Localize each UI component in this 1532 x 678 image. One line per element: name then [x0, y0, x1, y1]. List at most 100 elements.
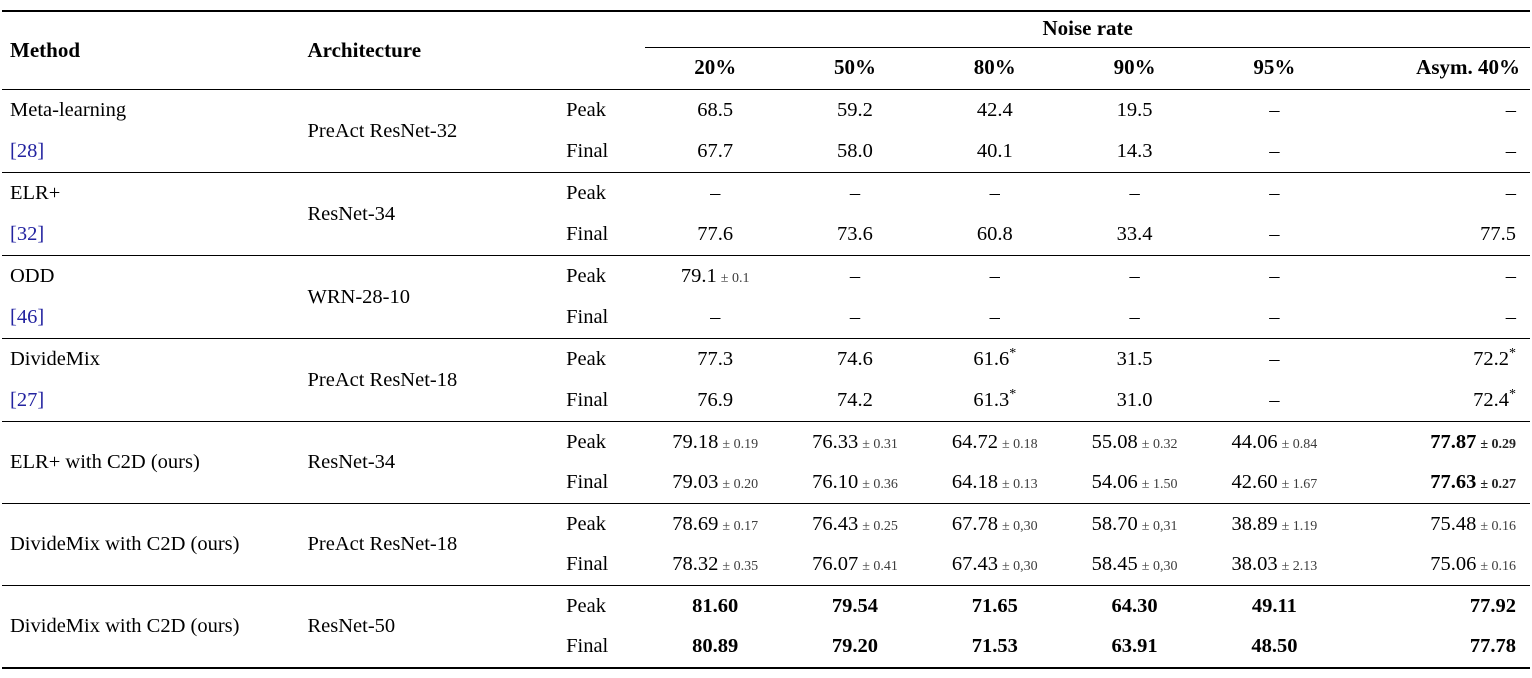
result-value: – [1505, 265, 1516, 287]
plus-minus-std: ± 0.19 [722, 436, 759, 452]
plus-minus-std: ± 0,30 [1002, 559, 1038, 575]
method-group: DivideMix with C2D (ours) PreAct ResNet-1… [2, 503, 1530, 586]
result-cell: 48.50 [1204, 627, 1344, 668]
result-cell: 81.60 [645, 586, 785, 627]
result-cell: – [785, 256, 925, 298]
col-header-noise-20-: 20% [694, 55, 737, 79]
architecture-cell: ResNet-34 [307, 202, 396, 225]
result-cell: 79.18 ± 0.19 [645, 422, 785, 463]
result-value: 68.5 [697, 99, 734, 121]
result-value: 74.2 [837, 389, 873, 411]
result-cell: 38.89 ± 1.19 [1204, 504, 1344, 545]
result-cell: 77.6 [645, 214, 785, 256]
result-value: 33.4 [1116, 223, 1153, 245]
method-cell: DivideMix [27] [2, 339, 302, 422]
result-cell: – [1065, 297, 1205, 339]
result-value: – [1269, 182, 1280, 204]
plus-minus-std: ± 0.36 [862, 477, 898, 493]
method-group: ELR+ with C2D (ours) ResNet-34 Peak 79.18 ± … [2, 421, 1530, 504]
method-name: ELR+ [10, 182, 61, 204]
result-value: 78.32 [672, 553, 719, 576]
result-value: – [849, 306, 861, 328]
result-value: 67.7 [697, 140, 734, 162]
method-group: DivideMix with C2D (ours) ResNet-50 Peak 81… [2, 585, 1530, 668]
table-row: Final 67.7 58.0 40.1 14.3 – – [2, 131, 1530, 173]
result-cell: 68.5 [645, 90, 785, 132]
plus-minus-std: ± 0.25 [862, 518, 898, 534]
result-cell: 77.92 [1344, 586, 1530, 627]
plus-minus-std: ± 0.27 [1480, 477, 1516, 493]
result-value: – [1129, 265, 1140, 287]
result-cell: 31.0 [1065, 380, 1205, 422]
result-value: 77.87 [1430, 430, 1477, 453]
col-header-architecture: Architecture [307, 38, 422, 62]
result-cell: 64.72 ± 0.18 [925, 422, 1065, 463]
col-header-noise-50-: 50% [833, 55, 876, 79]
result-cell: 64.30 [1065, 586, 1205, 627]
result-cell: 61.3* [925, 380, 1065, 422]
plus-minus-std: ± 1.50 [1141, 477, 1178, 493]
result-value: 58.70 [1091, 512, 1138, 535]
metric-label: Final [566, 306, 609, 328]
plus-minus-std: ± 0,30 [1141, 559, 1178, 575]
result-cell: 54.06 ± 1.50 [1065, 463, 1205, 504]
col-header-noise-90-: 90% [1113, 55, 1156, 79]
table-row: DivideMix with C2D (ours) PreAct ResNet-1… [2, 504, 1530, 555]
result-cell: 78.69 ± 0.17 [645, 504, 785, 545]
plus-minus-std: ± 0.35 [722, 559, 759, 575]
method-cell: DivideMix with C2D (ours) [2, 504, 302, 586]
plus-minus-std: ± 0.20 [722, 477, 759, 493]
metric-label: Final [566, 635, 609, 657]
result-cell: 77.78 [1344, 627, 1530, 668]
result-value: 61.3 [973, 389, 1010, 411]
result-value: 58.0 [837, 140, 873, 162]
result-cell: – [1344, 131, 1530, 173]
result-value: 19.5 [1116, 99, 1153, 121]
result-value: 64.72 [951, 430, 998, 453]
col-header-noise-asym-40-: Asym. 40% [1416, 55, 1520, 79]
citation-link[interactable]: [28] [10, 140, 45, 162]
citation-link[interactable]: [27] [10, 389, 45, 411]
col-header-noise-95-: 95% [1253, 55, 1296, 79]
plus-minus-std: ± 1.19 [1281, 518, 1318, 534]
result-value: 60.8 [976, 223, 1013, 245]
result-cell: 72.2* [1344, 339, 1530, 381]
result-value: 77.3 [697, 348, 734, 370]
result-cell: – [1344, 256, 1530, 298]
method-cell: Meta-learning [28] [2, 90, 302, 173]
result-value: 76.07 [812, 553, 859, 576]
result-value: 77.63 [1430, 471, 1477, 494]
table-row: Meta-learning [28] PreAct ResNet-32 Peak 68.… [2, 90, 1530, 162]
result-value: 61.6 [973, 348, 1010, 370]
result-value: 63.91 [1111, 635, 1158, 657]
result-cell: – [925, 173, 1065, 215]
result-cell: 73.6 [785, 214, 925, 256]
result-cell: – [1204, 297, 1344, 339]
result-cell: 67.78 ± 0,30 [925, 504, 1065, 545]
result-value: 71.53 [971, 635, 1018, 657]
plus-minus-std: ± 0.1 [720, 271, 750, 286]
metric-label: Final [566, 471, 609, 494]
result-value: – [989, 306, 1000, 328]
result-cell: 14.3 [1065, 131, 1205, 173]
plus-minus-std: ± 0.41 [862, 559, 898, 575]
method-cell: ELR+ with C2D (ours) [2, 422, 302, 504]
result-cell: 74.2 [785, 380, 925, 422]
noise-rate-label: Noise rate [1042, 16, 1133, 40]
results-table: Method Architecture Noise rate 20% 50% 80%… [2, 10, 1530, 669]
result-value: 44.06 [1231, 430, 1278, 453]
result-cell: – [1204, 131, 1344, 173]
citation-link[interactable]: [46] [10, 306, 45, 328]
plus-minus-std: ± 0.18 [1002, 436, 1038, 452]
result-cell: 76.07 ± 0.41 [785, 545, 925, 586]
col-header-metric-spacer [552, 11, 645, 90]
table-row: Final 76.9 74.2 61.3* 31.0–72.4* [2, 380, 1530, 422]
method-name: DivideMix with C2D (ours) [10, 614, 240, 637]
plus-minus-std: ± 0.84 [1281, 436, 1318, 452]
citation-link[interactable]: [32] [10, 223, 45, 245]
result-value: 80.89 [692, 635, 739, 657]
result-value: 54.06 [1091, 471, 1138, 494]
plus-minus-std: ± 0.17 [722, 518, 759, 534]
result-value: – [1129, 306, 1140, 328]
